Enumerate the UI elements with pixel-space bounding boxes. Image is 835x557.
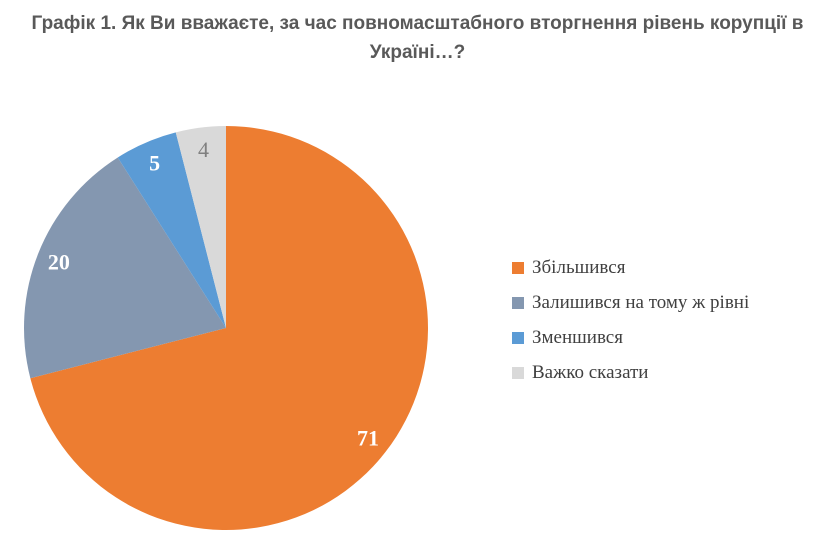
legend-swatch-icon (512, 261, 524, 274)
legend-item: Залишився на тому ж рівні (512, 291, 749, 314)
legend-label: Зменшився (532, 326, 623, 348)
chart-title: Графік 1. Як Ви вважаєте, за час повнома… (31, 13, 804, 63)
pie-slice-label: 5 (149, 151, 160, 176)
pie-chart: 71 20 5 4 (24, 126, 429, 530)
pie-slice-label: 71 (357, 426, 379, 451)
legend-item: Збільшився (512, 256, 749, 279)
legend-swatch-icon (512, 331, 524, 344)
legend-item: Важко сказати (512, 361, 749, 384)
pie-slice-0 (30, 126, 429, 530)
pie-slice-2 (117, 132, 226, 328)
legend-swatch-icon (512, 296, 524, 309)
pie-slice-1 (24, 157, 227, 379)
legend-label: Збільшився (532, 256, 626, 278)
legend: Збільшився Залишився на тому ж рівні Зме… (512, 256, 749, 396)
legend-item: Зменшився (512, 326, 749, 349)
pie-slice-label: 20 (48, 249, 70, 274)
pie-slice-3 (175, 126, 226, 328)
pie-slice-label: 4 (198, 137, 209, 162)
legend-label: Важко сказати (532, 361, 649, 383)
legend-label: Залишився на тому ж рівні (532, 291, 750, 313)
legend-swatch-icon (512, 366, 524, 379)
